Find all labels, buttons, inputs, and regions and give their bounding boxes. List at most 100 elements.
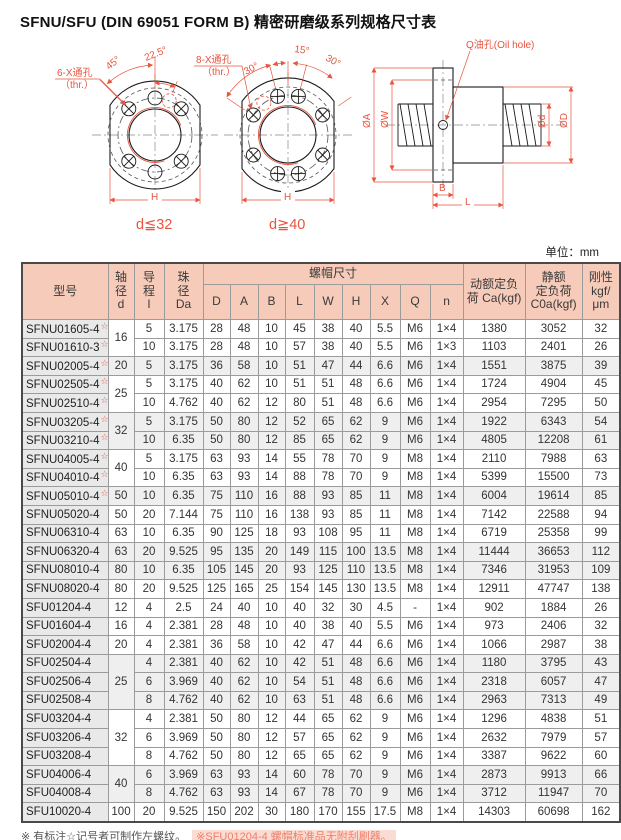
spec-cell: 9: [369, 449, 401, 469]
spec-cell: 40: [284, 616, 315, 637]
spec-cell: 44: [284, 709, 315, 730]
spec-cell: M8: [399, 449, 431, 469]
spec-cell: 2963: [462, 690, 526, 711]
spec-cell: 6719: [462, 523, 526, 544]
spec-cell: 48: [229, 616, 259, 637]
spec-cell: 1×4: [429, 616, 464, 637]
spec-cell: 9.525: [163, 802, 204, 823]
spec-cell: 38: [313, 616, 343, 637]
spec-cell: 5: [133, 356, 165, 376]
spec-cell: 45: [581, 374, 621, 395]
spec-cell: 32: [313, 597, 343, 618]
header-n: n: [429, 284, 464, 320]
spec-cell: 57: [581, 728, 621, 748]
spec-cell: 10: [257, 356, 286, 376]
spec-cell: 145: [313, 579, 343, 599]
spec-cell: 28: [202, 319, 231, 339]
spec-cell: 51: [284, 356, 315, 376]
spec-cell: 28: [202, 337, 231, 358]
model-cell: SFNU05020-4: [21, 504, 109, 525]
spec-cell: 1×4: [429, 467, 464, 488]
spec-table-header: 型号 轴 径 d 导 程 l 珠 径 Da 螺帽尺寸 动额定负 荷 Ca(kgf…: [21, 262, 621, 320]
spec-cell: 62: [229, 374, 259, 395]
spec-cell: 63: [202, 765, 231, 785]
spec-cell: 10: [257, 597, 286, 618]
spec-cell: 20: [133, 542, 165, 562]
shaft-diameter-cell: 20: [107, 635, 135, 655]
angle-22_5-label: 22.5°: [143, 45, 169, 64]
spec-cell: 3795: [524, 653, 583, 674]
spec-cell: 6: [133, 765, 165, 785]
spec-cell: 70: [341, 765, 371, 785]
spec-cell: 11947: [524, 783, 583, 804]
spec-cell: 66: [581, 765, 621, 785]
spec-cell: 12911: [462, 579, 526, 599]
spec-cell: 40: [202, 393, 231, 413]
spec-cell: 73: [581, 467, 621, 488]
oil-hole-label: Q油孔(Oil hole): [466, 38, 534, 51]
table-row: SFNU03205-4☆ 32 5 3.175 50 80 12 52 65 62 9 M6 1×4 19…: [21, 411, 621, 451]
spec-cell: 5: [133, 319, 165, 339]
shaft-diameter-cell: 40: [107, 765, 135, 804]
table-row: SFNU06320-4 63 20 9.525 95 135 20 149 115 100 13.5…: [21, 542, 621, 562]
spec-cell: 63: [581, 449, 621, 469]
spec-cell: 18: [257, 523, 286, 544]
spec-cell: 135: [229, 542, 259, 562]
spec-cell: 32: [581, 319, 621, 339]
caption-d-large: d≧40: [269, 217, 305, 233]
spec-cell: 58: [229, 356, 259, 376]
spec-cell: 1×4: [429, 523, 464, 544]
spec-cell: 80: [229, 728, 259, 748]
spec-cell: 1×4: [429, 653, 464, 674]
spec-cell: 26: [581, 597, 621, 618]
spec-cell: 125: [202, 579, 231, 599]
spec-cell: 50: [581, 393, 621, 413]
model-cell: SFNU03210-4☆: [21, 430, 109, 451]
spec-cell: 1×4: [429, 579, 464, 599]
spec-cell: 42: [284, 653, 315, 674]
spec-cell: 7142: [462, 504, 526, 525]
spec-cell: 2401: [524, 337, 583, 358]
spec-cell: 80: [229, 430, 259, 451]
table-row: SFNU02505-4☆ 25 5 3.175 40 62 10 51 51 48 6.6 M6 1×4…: [21, 374, 621, 413]
header-dynamic-load: 动额定负 荷 Ca(kgf): [462, 262, 526, 320]
spec-cell: 36: [202, 635, 231, 655]
spec-cell: 155: [341, 802, 371, 823]
spec-cell: 93: [229, 765, 259, 785]
spec-cell: M8: [399, 486, 431, 506]
spec-cell: 3.175: [163, 319, 204, 339]
spec-cell: 9: [369, 709, 401, 730]
spec-cell: 1724: [462, 374, 526, 395]
spec-cell: 165: [229, 579, 259, 599]
spec-cell: 110: [341, 560, 371, 581]
spec-cell: 3.175: [163, 449, 204, 469]
spec-cell: 20: [133, 579, 165, 599]
spec-cell: 80: [229, 746, 259, 767]
spec-cell: 58: [229, 635, 259, 655]
spec-cell: 10: [257, 337, 286, 358]
model-cell: SFU10020-4: [21, 802, 109, 823]
table-row: SFNU04010-4☆ 10 6.35 63 93 14 88 78 70 9 M8 1×4 5399…: [21, 467, 621, 488]
model-cell: SFU04008-4: [21, 783, 109, 804]
spec-cell: 6.35: [163, 560, 204, 581]
spec-cell: 5.5: [369, 616, 401, 637]
spec-cell: 6004: [462, 486, 526, 506]
spec-cell: 4.5: [369, 597, 401, 618]
spec-cell: 2873: [462, 765, 526, 785]
table-row: SFNU02510-4☆ 10 4.762 40 62 12 80 51 48 6.6 M6 1×4 2…: [21, 393, 621, 413]
header-A: A: [229, 284, 259, 320]
spec-cell: 40: [202, 690, 231, 711]
flange-view-small: 45° 22.5° 6-X通孔 （thr.） H d≦32: [55, 45, 218, 233]
table-row: SFNU08010-4 80 10 6.35 105 145 20 93 125 110 13.5 M…: [21, 560, 621, 581]
spec-cell: 9913: [524, 765, 583, 785]
spec-cell: 85: [341, 504, 371, 525]
spec-cell: 9.525: [163, 542, 204, 562]
spec-cell: 1180: [462, 653, 526, 674]
header-W: W: [313, 284, 343, 320]
header-rigidity: 刚性 kgf/ μm: [581, 262, 621, 320]
model-cell: SFNU01605-4☆: [21, 319, 109, 339]
spec-cell: 1296: [462, 709, 526, 730]
spec-cell: 973: [462, 616, 526, 637]
spec-cell: 3.969: [163, 765, 204, 785]
spec-cell: 6.6: [369, 672, 401, 692]
